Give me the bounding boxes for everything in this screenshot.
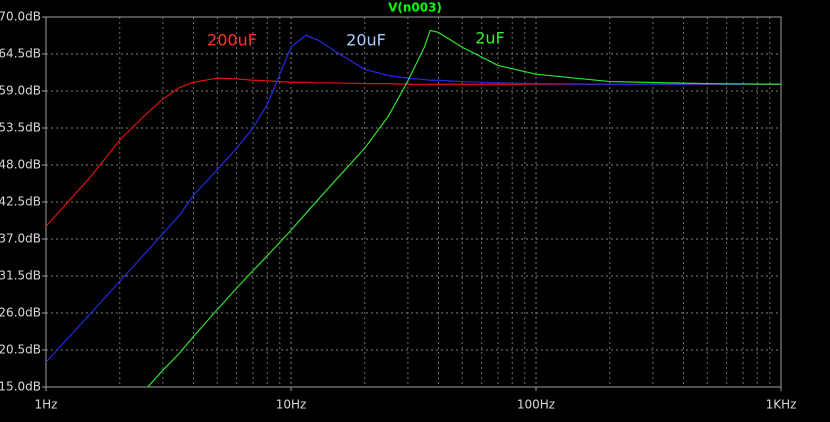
y-tick-label: 53.5dB (0, 121, 41, 135)
legend-label: 200uF (207, 31, 257, 50)
y-tick-label: 26.0dB (0, 306, 41, 320)
y-tick-label: 64.5dB (0, 47, 41, 61)
chart-title: V(n003) (388, 1, 442, 15)
series-line (46, 34, 781, 363)
x-tick-label: 1KHz (766, 398, 797, 412)
y-tick-label: 70.0dB (0, 10, 41, 24)
plot-frame (45, 16, 782, 388)
y-tick-label: 31.5dB (0, 269, 41, 283)
x-tick-label: 1Hz (35, 398, 58, 412)
series-line (146, 29, 781, 387)
y-tick-label: 42.5dB (0, 195, 41, 209)
y-tick-label: 20.5dB (0, 343, 41, 357)
legend-label: 20uF (346, 31, 386, 50)
y-tick-label: 37.0dB (0, 232, 41, 246)
legend-label: 2uF (475, 29, 505, 48)
series-line (46, 77, 781, 227)
x-tick-label: 100Hz (517, 398, 555, 412)
y-tick-label: 59.0dB (0, 84, 41, 98)
x-tick-label: 10Hz (276, 398, 307, 412)
y-tick-label: 48.0dB (0, 158, 41, 172)
y-tick-label: 15.0dB (0, 380, 41, 394)
